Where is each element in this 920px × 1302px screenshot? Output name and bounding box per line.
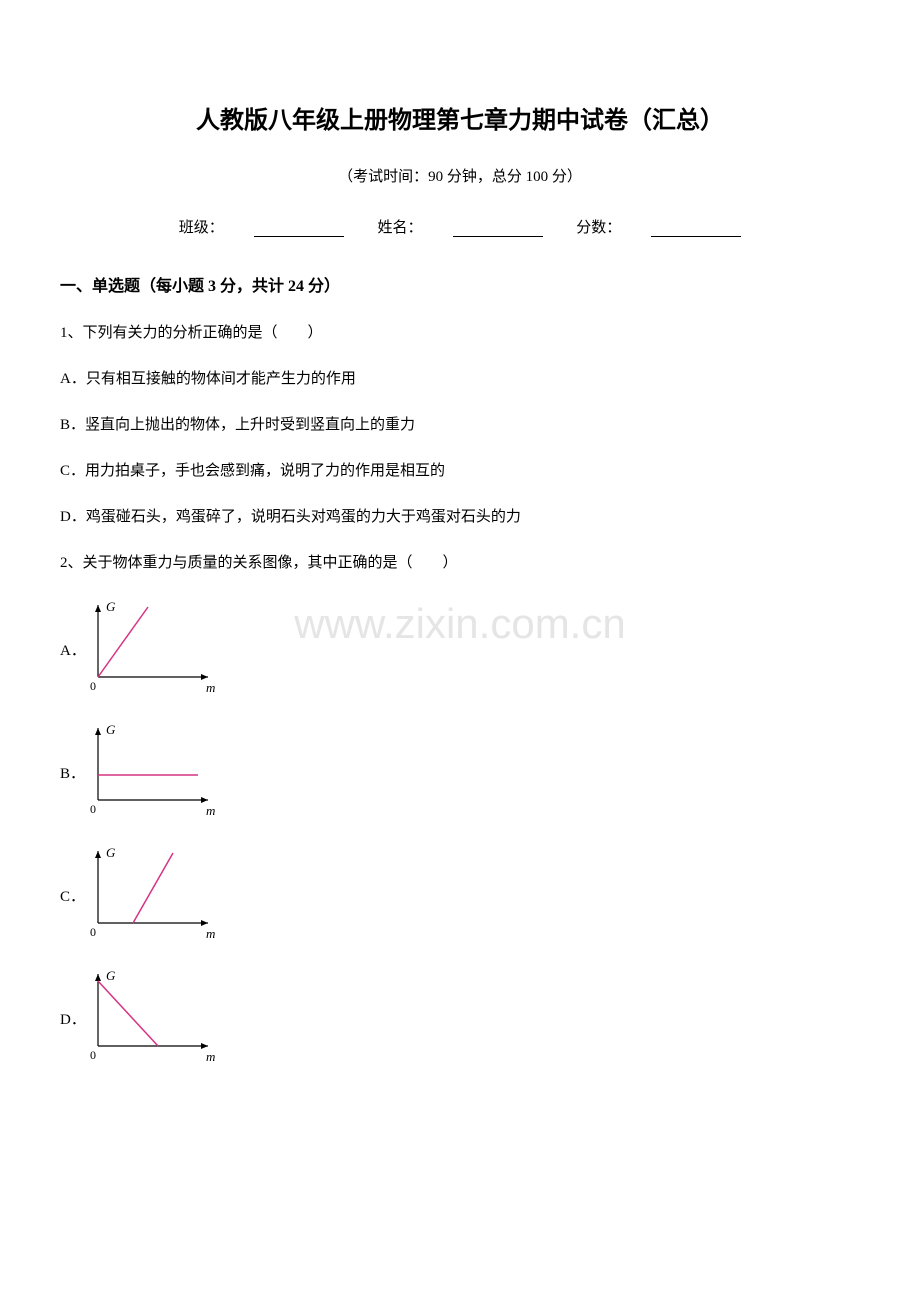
- chart-b: G m 0: [88, 720, 218, 825]
- score-label: 分数：: [576, 220, 621, 236]
- svg-text:m: m: [206, 680, 215, 695]
- svg-text:G: G: [106, 968, 116, 983]
- svg-text:m: m: [206, 926, 215, 941]
- chart-d-svg: G m 0: [88, 966, 218, 1066]
- question-2-option-b-row: B． G m 0: [60, 720, 860, 825]
- exam-info: （考试时间：90 分钟，总分 100 分）: [60, 165, 860, 186]
- chart-b-svg: G m 0: [88, 720, 218, 820]
- question-1-option-c: C．用力拍桌子，手也会感到痛，说明了力的作用是相互的: [60, 459, 860, 483]
- chart-c: G m 0: [88, 843, 218, 948]
- score-blank: [651, 221, 741, 237]
- svg-text:0: 0: [90, 679, 96, 693]
- page-title: 人教版八年级上册物理第七章力期中试卷（汇总）: [60, 100, 860, 135]
- student-info: 班级： 姓名： 分数：: [60, 216, 860, 237]
- name-blank: [453, 221, 543, 237]
- question-2-option-c-row: C． G m 0: [60, 843, 860, 948]
- svg-text:G: G: [106, 845, 116, 860]
- option-b-letter: B．: [60, 762, 80, 783]
- svg-text:0: 0: [90, 802, 96, 816]
- name-label: 姓名：: [377, 220, 422, 236]
- question-2-option-a-row: A． G m 0: [60, 597, 860, 702]
- chart-a-svg: G m 0: [88, 597, 218, 697]
- chart-c-svg: G m 0: [88, 843, 218, 943]
- question-1-option-b: B．竖直向上抛出的物体，上升时受到竖直向上的重力: [60, 413, 860, 437]
- question-2-text: 2、关于物体重力与质量的关系图像，其中正确的是（ ）: [60, 551, 860, 575]
- svg-text:G: G: [106, 722, 116, 737]
- section-header: 一、单选题（每小题 3 分，共计 24 分）: [60, 272, 860, 296]
- question-1-text: 1、下列有关力的分析正确的是（ ）: [60, 321, 860, 345]
- question-2-option-d-row: D． G m 0: [60, 966, 860, 1071]
- class-label: 班级：: [179, 220, 224, 236]
- option-d-letter: D．: [60, 1008, 80, 1029]
- svg-text:m: m: [206, 1049, 215, 1064]
- question-1-option-a: A．只有相互接触的物体间才能产生力的作用: [60, 367, 860, 391]
- option-a-letter: A．: [60, 639, 80, 660]
- svg-text:G: G: [106, 599, 116, 614]
- chart-a: G m 0: [88, 597, 218, 702]
- page-content: 人教版八年级上册物理第七章力期中试卷（汇总） （考试时间：90 分钟，总分 10…: [60, 100, 860, 1071]
- option-c-letter: C．: [60, 885, 80, 906]
- svg-text:m: m: [206, 803, 215, 818]
- class-blank: [254, 221, 344, 237]
- svg-text:0: 0: [90, 1048, 96, 1062]
- question-1-option-d: D．鸡蛋碰石头，鸡蛋碎了，说明石头对鸡蛋的力大于鸡蛋对石头的力: [60, 505, 860, 529]
- svg-text:0: 0: [90, 925, 96, 939]
- chart-d: G m 0: [88, 966, 218, 1071]
